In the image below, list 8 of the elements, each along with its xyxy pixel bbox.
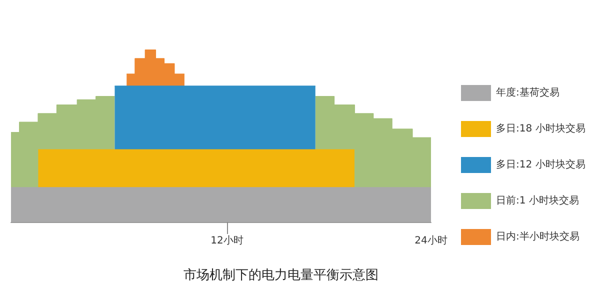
legend-label: 日内:半小时块交易 xyxy=(496,230,580,242)
legend-label: 日前:1 小时块交易 xyxy=(496,194,579,206)
text: 市场机制下的电力电量平衡示意图 xyxy=(184,268,378,283)
x-tick-label: 24小时 xyxy=(414,234,448,246)
legend-label: 年度:基荷交易 xyxy=(496,86,560,98)
x-tick-label: 12小时 xyxy=(210,234,244,246)
legend-label: 多日:18 小时块交易 xyxy=(496,122,586,134)
legend-label: 多日:12 小时块交易 xyxy=(496,158,586,170)
